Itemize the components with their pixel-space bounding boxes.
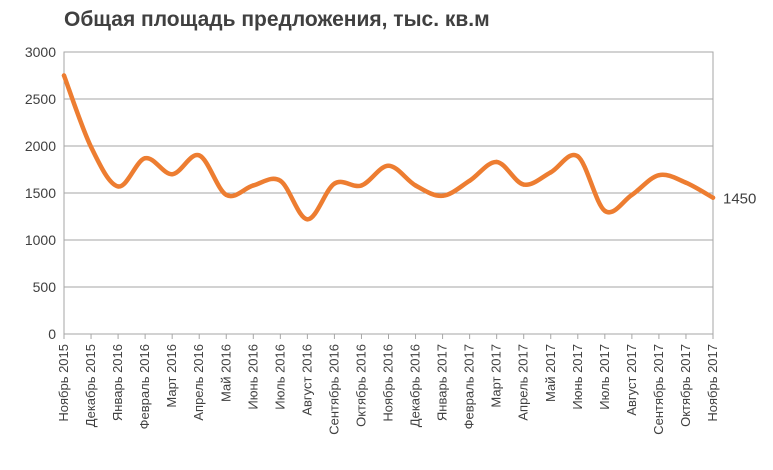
data-point (251, 183, 256, 188)
data-point (656, 172, 662, 178)
x-tick-label: Ноябрь 2016 (381, 344, 396, 422)
x-tick-label: Август 2017 (624, 344, 639, 416)
x-tick-label: Август 2016 (299, 344, 314, 416)
y-axis-ticks: 0 500 1000 1500 2000 2500 3000 (25, 44, 56, 342)
data-point (575, 154, 580, 159)
x-tick-label: Февраль 2017 (462, 344, 477, 429)
data-point (467, 178, 472, 183)
data-point (197, 153, 202, 158)
y-tick-label: 1500 (25, 185, 56, 201)
data-point (142, 156, 148, 161)
x-tick-label: Март 2017 (489, 344, 504, 408)
data-point (88, 144, 94, 150)
data-point (224, 192, 229, 198)
x-tick-label: Ноябрь 2017 (705, 344, 720, 422)
data-point (548, 170, 553, 175)
data-point (413, 183, 418, 188)
data-point (305, 217, 310, 222)
x-tick-label: Сентябрь 2017 (651, 344, 666, 435)
y-tick-label: 1000 (25, 232, 56, 248)
data-labels: 1450 (723, 191, 756, 208)
x-tick-label: Декабрь 2016 (408, 344, 423, 427)
x-tick-label: Апрель 2017 (516, 344, 531, 421)
data-point (115, 184, 121, 189)
x-tick-label: Февраль 2016 (137, 344, 152, 429)
data-point (494, 159, 499, 165)
x-tick-label: Октябрь 2017 (678, 344, 693, 427)
data-point (710, 195, 716, 200)
y-tick-label: 0 (48, 326, 56, 342)
x-tick-label: Июль 2016 (272, 344, 287, 410)
data-point (359, 183, 364, 188)
x-tick-label: Сентябрь 2016 (326, 344, 341, 435)
data-point (278, 178, 283, 183)
x-tick-label: Ноябрь 2015 (56, 344, 71, 422)
gridlines (63, 51, 714, 335)
data-point (61, 73, 67, 78)
x-tick-label: Январь 2017 (435, 344, 450, 421)
series-layer (61, 73, 716, 222)
x-tick-label: Июнь 2016 (245, 344, 260, 410)
x-tick-label: Октябрь 2016 (353, 344, 368, 427)
y-tick-label: 2000 (25, 138, 56, 154)
y-tick-label: 500 (33, 279, 57, 295)
data-point (332, 181, 337, 186)
series-line (61, 73, 716, 222)
x-axis-ticks: Ноябрь 2015 Декабрь 2015 Январь 2016 Феврал… (56, 334, 720, 435)
x-tick-label: Май 2017 (543, 344, 558, 402)
end-data-label: 1450 (723, 191, 756, 208)
x-tick-label: Апрель 2016 (191, 344, 206, 421)
chart-title: Общая площадь предложения, тыс. кв.м (64, 8, 490, 31)
data-point (683, 180, 689, 185)
data-point (169, 172, 175, 177)
x-tick-label: Март 2016 (164, 344, 179, 408)
x-tick-label: Май 2016 (218, 344, 233, 402)
data-point (521, 182, 526, 187)
data-point (602, 208, 608, 214)
data-point (386, 163, 391, 168)
x-tick-label: Январь 2016 (110, 344, 125, 421)
y-tick-label: 3000 (25, 44, 56, 60)
y-tick-label: 2500 (25, 91, 56, 107)
x-tick-label: Июль 2017 (597, 344, 612, 410)
x-tick-label: Июнь 2017 (570, 344, 585, 410)
data-point (629, 192, 635, 198)
data-point (440, 193, 445, 199)
x-tick-label: Декабрь 2015 (83, 344, 98, 427)
